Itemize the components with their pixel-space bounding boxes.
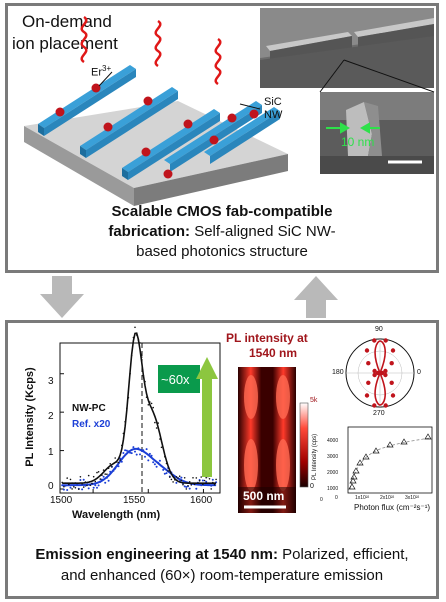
emission-wave-mid	[154, 19, 162, 68]
map-scalebar-label: 500 nm	[243, 489, 285, 503]
zoom-line-right	[343, 59, 435, 93]
polar-label-90: 90	[375, 326, 383, 333]
sat-ylabel-text: PL Intensity (cps)	[312, 433, 318, 480]
polar-points	[364, 338, 396, 408]
caption-line2: fabrication: Self-aligned SiC NW-	[108, 223, 336, 240]
substrate-front-face	[24, 126, 134, 206]
substrate-top-face	[24, 101, 288, 188]
ytick-1: 1	[48, 447, 54, 458]
enhancement-box	[158, 365, 200, 393]
label-ion-placement: ion placement	[12, 34, 118, 53]
erbium-ions	[55, 83, 259, 179]
sat-ytick-0: 0	[320, 497, 323, 503]
spectrum-ylabel: PL Intensity (Kcps)	[24, 367, 36, 467]
enhancement-arrow-head	[196, 357, 218, 379]
sem-image-overview	[260, 8, 434, 88]
sat-ytick-1: 1000	[327, 486, 339, 492]
emission-caption-line1: Emission engineering at 1540 nm: Polariz…	[35, 546, 409, 563]
nanowire-array	[38, 65, 280, 180]
sat-xtick-3: 3x10²²	[405, 495, 420, 501]
cbar-top-label: 5k	[310, 397, 318, 404]
enhancement-label: ~60x	[161, 372, 190, 387]
saturation-plot	[347, 426, 433, 494]
sat-ytick-3: 3000	[327, 454, 339, 460]
polarization-polar-plot	[345, 338, 415, 408]
emission-panel: ~60x NW-PC Ref. x20 1500 1550 1600 Wavel…	[5, 320, 439, 599]
pl-intensity-map	[238, 367, 309, 513]
map-title-line1: PL intensity at	[226, 331, 308, 345]
map-title-line2: 1540 nm	[249, 346, 298, 360]
ion-pointer	[98, 71, 113, 87]
sat-xtick-1: 1x10²²	[355, 495, 370, 501]
spectrum-xlabel: Wavelength (nm)	[72, 509, 161, 521]
nw-label: SiC NW	[264, 96, 283, 121]
xtick-1: 1500	[50, 495, 73, 506]
ytick-2: 2	[48, 411, 54, 422]
nanowire-schematic	[24, 8, 435, 206]
spectrum-ticks	[60, 373, 204, 493]
polar-label-0: 0	[417, 369, 421, 376]
up-arrow	[294, 276, 338, 318]
label-on-demand: On-demand	[22, 12, 112, 31]
sat-xtick-2: 2x10²²	[380, 495, 395, 501]
cbar-bottom-label: 0	[310, 483, 314, 490]
saturation-points	[348, 433, 432, 490]
zoom-line-left	[319, 59, 345, 93]
enhancement-arrow-shaft	[202, 379, 212, 477]
sat-ytick-4: 4000	[327, 438, 339, 444]
sat-xlabel: Photon flux (cm⁻²s⁻¹)	[354, 503, 431, 512]
nw-pointer	[239, 103, 261, 110]
polar-label-180: 180	[332, 369, 344, 376]
polar-label-270: 270	[373, 410, 385, 417]
pl-spectrum-chart	[59, 326, 221, 494]
emission-wave-left	[80, 15, 88, 64]
legend-ref: Ref. x20	[72, 419, 111, 430]
ytick-3: 3	[48, 376, 54, 387]
sat-ytick-2: 2000	[327, 470, 339, 476]
substrate-side-face	[134, 154, 288, 206]
caption-line1: Scalable CMOS fab-compatible	[111, 203, 333, 220]
fabrication-panel: On-demand ion placement	[5, 3, 439, 273]
emission-wave-right	[214, 37, 222, 86]
down-arrow	[40, 276, 84, 318]
map-colorbar	[299, 402, 309, 488]
nw-pc-series-line	[62, 332, 217, 484]
caption-line3: based photonics structure	[136, 243, 308, 260]
ion-label: Er3+	[91, 64, 112, 79]
xtick-2: 1550	[123, 495, 146, 506]
xtick-3: 1600	[190, 495, 213, 506]
sem-image-crosssection	[320, 92, 434, 174]
width-arrows	[326, 122, 380, 134]
legend-nw-pc: NW-PC	[72, 403, 106, 414]
sat-xtick-0: 0	[335, 495, 338, 501]
width-label: 10 nm	[341, 135, 375, 149]
emission-caption-line2: and enhanced (60×) room-temperature emis…	[60, 567, 384, 584]
flow-arrows	[40, 276, 338, 318]
ytick-0: 0	[48, 481, 54, 492]
